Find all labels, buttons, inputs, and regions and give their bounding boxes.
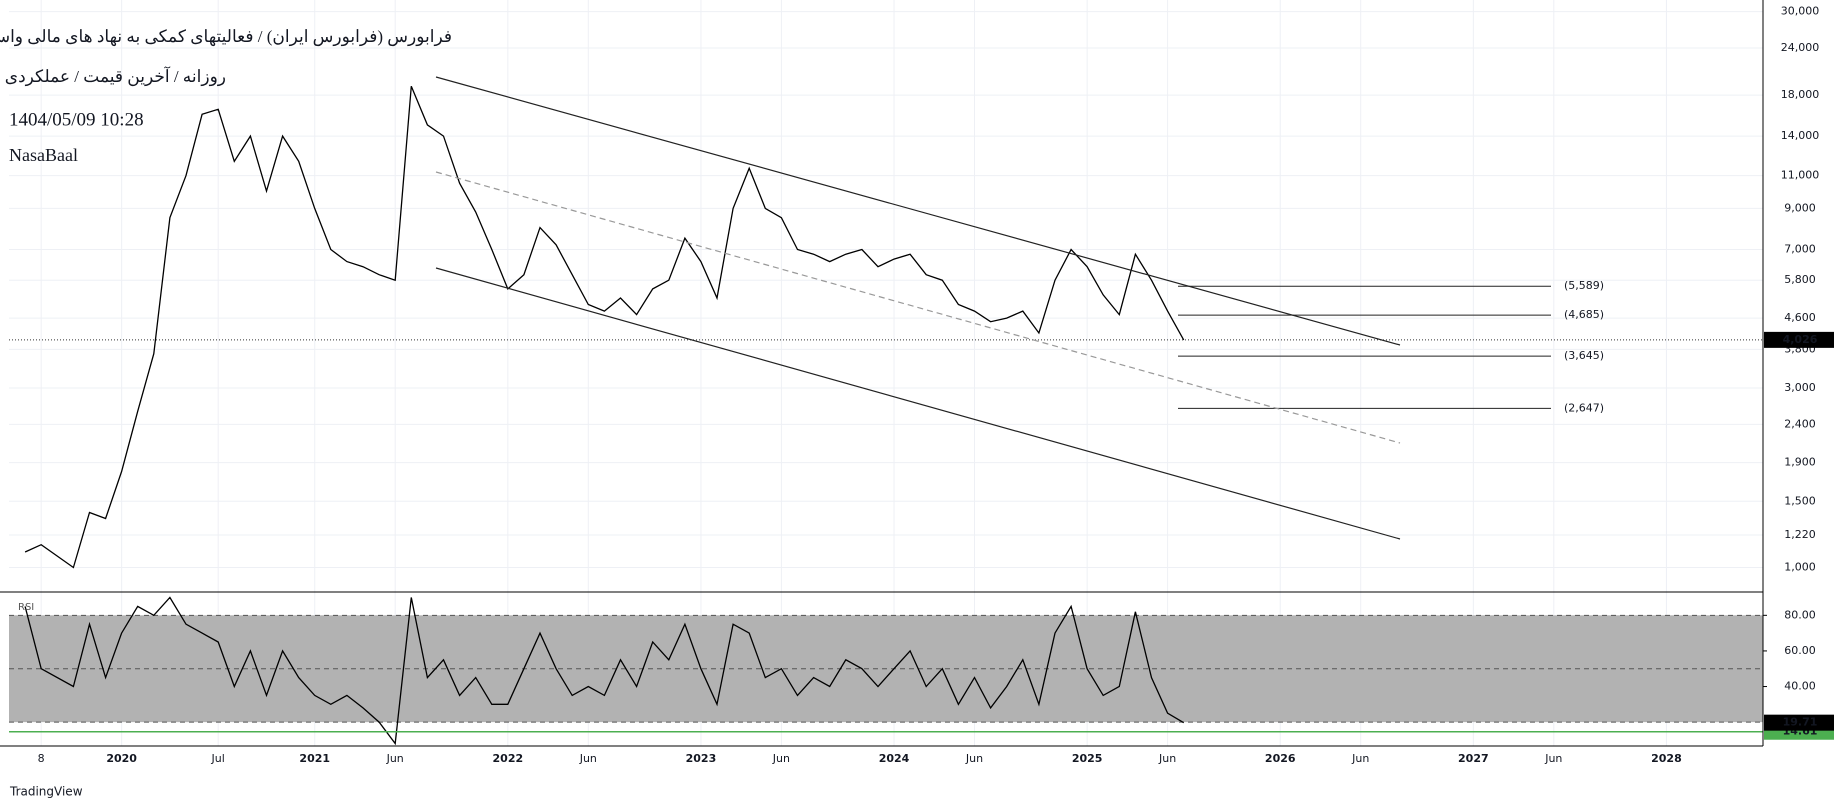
price-label-box [1764,331,1834,348]
x-tick-label: 2023 [686,752,717,765]
x-tick-label: 2021 [299,752,330,765]
y-tick-label: 1,900 [1784,456,1816,469]
x-tick-label: Jun [965,752,983,765]
y-tick-label: 3,000 [1784,381,1816,394]
y-tick-label: 1,000 [1784,561,1816,574]
x-tick-label: Jul [211,752,225,765]
rsi-label: RSI [18,602,34,613]
subtitle: روزانه / آخرین قیمت / عملکردی [5,65,226,87]
x-tick-label: Jun [772,752,790,765]
y-tick-label: 4,600 [1784,311,1816,324]
y-tick-label: 40.00 [1784,680,1816,693]
y-tick-label: 1,500 [1784,494,1816,507]
level-label: (4,685) [1564,308,1604,321]
x-tick-label: Jun [579,752,597,765]
rsi-line [24,596,1185,746]
y-tick-label: 7,000 [1784,242,1816,255]
y-tick-label: 80.00 [1784,608,1816,621]
y-tick-label: 2,400 [1784,417,1816,430]
rsi-label-box [1764,714,1834,731]
x-tick-label: 8 [38,752,45,765]
level-label: (3,645) [1564,349,1604,362]
marks [9,85,1763,746]
x-tick-label: Jun [1544,752,1562,765]
level-label: (5,589) [1564,279,1604,292]
trend-line [435,267,1401,540]
author: NasaBaal [9,145,78,165]
x-tick-label: 2026 [1265,752,1296,765]
y-tick-label: 14,000 [1781,129,1820,142]
x-tick-label: Jun [1158,752,1176,765]
x-tick-label: 2025 [1072,752,1103,765]
brand: TradingView [9,785,83,799]
x-tick-label: 2024 [879,752,910,765]
y-tick-label: 30,000 [1781,5,1820,18]
trend-mid-line [435,171,1401,444]
trend-line [435,76,1401,346]
title: فرابورس (فرابورس ایران) / فعالیتهای کمکی… [0,27,452,47]
x-tick-label: Jun [386,752,404,765]
last-price-label: 4,026 [1783,333,1818,346]
y-tick-label: 18,000 [1781,88,1820,101]
y-tick-label: 24,000 [1781,41,1820,54]
x-tick-label: 2027 [1458,752,1489,765]
level-label: (2,647) [1564,401,1604,414]
y-tick-label: 5,800 [1784,273,1816,286]
y-tick-label: 9,000 [1784,201,1816,214]
x-tick-label: 2028 [1651,752,1682,765]
x-tick-label: 2020 [106,752,137,765]
price-line [24,85,1185,569]
x-tick-label: 2022 [493,752,524,765]
x-tick-label: Jun [1351,752,1369,765]
y-tick-label: 60.00 [1784,644,1816,657]
y-tick-label: 1,220 [1784,528,1816,541]
rsi-last-label: 19.71 [1783,716,1818,729]
datetime: 1404/05/09 10:28 [9,109,144,130]
y-tick-label: 11,000 [1781,169,1820,182]
